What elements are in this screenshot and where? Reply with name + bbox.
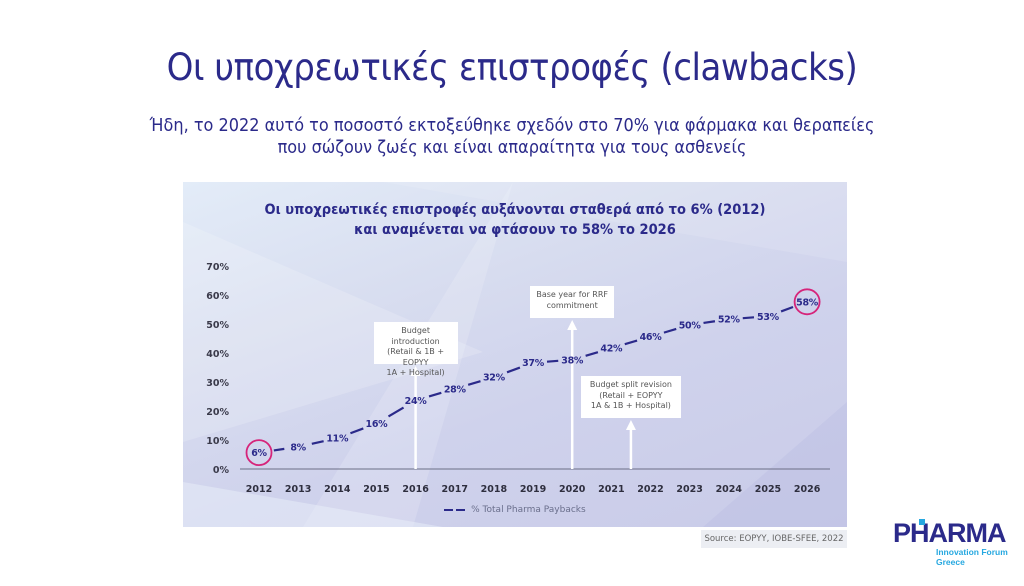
data-label: 8% xyxy=(290,442,306,453)
slide-title: Οι υποχρεωτικές επιστροφές (clawbacks) xyxy=(166,46,858,89)
legend-label: % Total Pharma Paybacks xyxy=(471,505,586,515)
annotation-text-line: commitment xyxy=(546,300,598,310)
annotation-text-line: (Retail & 1B + EOPYY xyxy=(387,347,445,367)
x-tick-label: 2018 xyxy=(481,484,508,495)
logo-square-icon xyxy=(919,519,925,525)
highlight-circle xyxy=(245,439,273,467)
legend-dash-icon xyxy=(444,508,454,511)
data-label: 24% xyxy=(405,396,428,407)
x-tick-label: 2012 xyxy=(246,484,272,495)
chart-title-line-1: Οι υποχρεωτικές επιστροφές αυξάνονται στ… xyxy=(264,202,766,218)
annotation-box: Budget split revision (Retail + EOPYY 1A &… xyxy=(580,376,681,418)
series-line-segment xyxy=(663,327,677,334)
legend-dash-icon xyxy=(456,508,466,511)
highlight-circle xyxy=(793,288,821,316)
chart-legend: % Total Pharma Paybacks xyxy=(183,505,847,515)
series-line-segment xyxy=(585,351,599,357)
chart-panel: Οι υποχρεωτικές επιστροφές αυξάνονται στ… xyxy=(183,182,847,527)
data-label: 50% xyxy=(679,321,702,332)
series-line-segment xyxy=(506,366,521,374)
annotation-text-line: Base year for RRF xyxy=(536,290,609,299)
annotation-text-line: 1A & 1B + Hospital) xyxy=(590,401,671,410)
annotation-arrow-head-icon xyxy=(625,420,636,430)
data-label: 52% xyxy=(718,315,741,326)
x-tick-label: 2016 xyxy=(402,484,429,495)
chart-title: Οι υποχρεωτικές επιστροφές αυξάνονται στ… xyxy=(216,200,814,240)
series-line-segment xyxy=(703,320,716,325)
data-label: 38% xyxy=(561,355,584,366)
data-label: 42% xyxy=(600,344,623,355)
series-line-segment xyxy=(387,406,405,418)
x-tick-label: 2019 xyxy=(520,484,546,495)
y-tick-label: 50% xyxy=(206,320,229,331)
x-tick-label: 2021 xyxy=(598,484,624,495)
data-label: 16% xyxy=(366,419,389,430)
x-tick-label: 2014 xyxy=(324,484,351,495)
y-tick-label: 30% xyxy=(206,378,229,389)
x-tick-label: 2017 xyxy=(442,484,468,495)
y-tick-label: 20% xyxy=(206,407,229,418)
series-line-segment xyxy=(428,391,442,398)
series-line-segment xyxy=(546,359,559,363)
x-tick-label: 2013 xyxy=(285,484,311,495)
pharma-logo: PHARMA Innovation Forum Greece xyxy=(893,518,1013,567)
y-tick-label: 70% xyxy=(206,262,229,273)
subtitle-line-1: Ήδη, το 2022 αυτό το ποσοστό εκτοξεύθηκε… xyxy=(149,116,875,136)
series-line-segment xyxy=(311,440,324,445)
slide-subtitle: Ήδη, το 2022 αυτό το ποσοστό εκτοξεύθηκε… xyxy=(41,115,983,159)
data-label: 6% xyxy=(251,448,267,459)
series-line-segment xyxy=(467,380,481,386)
series-line-segment xyxy=(624,339,638,346)
source-note: Source: EOPYY, IOBE-SFEE, 2022 xyxy=(701,530,847,548)
data-label: 53% xyxy=(757,312,780,323)
y-tick-label: 40% xyxy=(206,349,229,360)
x-tick-label: 2015 xyxy=(363,484,389,495)
series-line-segment xyxy=(350,427,364,435)
annotation-box: Budget introduction (Retail & 1B + EOPYY 1… xyxy=(373,322,458,377)
annotation-arrow-head-icon xyxy=(567,320,578,330)
data-label: 28% xyxy=(444,384,467,395)
annotation-arrow-head-icon xyxy=(410,366,421,376)
data-label: 32% xyxy=(483,373,506,384)
subtitle-line-2: που σώζουν ζωές και είναι απαραίτητα για… xyxy=(277,138,747,158)
series-line-segment xyxy=(273,447,285,452)
data-label: 37% xyxy=(522,358,545,369)
logo-wordmark: PHARMA xyxy=(893,518,1006,548)
series-line-segment xyxy=(780,305,794,313)
annotation-text-line: (Retail + EOPYY xyxy=(599,390,663,400)
x-tick-label: 2024 xyxy=(716,484,743,495)
logo-line-2: Greece xyxy=(936,557,965,567)
x-tick-label: 2023 xyxy=(676,484,702,495)
y-tick-label: 60% xyxy=(206,291,229,302)
y-tick-label: 0% xyxy=(213,465,230,476)
chart-title-line-2: και αναμένεται να φτάσουν το 58% το 2026 xyxy=(354,222,676,238)
x-tick-label: 2020 xyxy=(559,484,586,495)
annotation-text-line: Budget introduction xyxy=(391,326,440,346)
annotation-box: Base year for RRF commitment xyxy=(530,286,615,318)
data-label: 11% xyxy=(326,434,349,445)
logo-line-1: Innovation Forum xyxy=(936,547,1008,557)
annotation-text-line: Budget split revision xyxy=(589,380,672,389)
series-line-segment xyxy=(742,316,755,320)
x-tick-label: 2025 xyxy=(755,484,781,495)
x-tick-label: 2022 xyxy=(637,484,663,495)
data-label: 46% xyxy=(640,332,663,343)
data-label: 58% xyxy=(796,297,819,308)
line-chart: 0% 10% 20% 30% 40% 50% 60% 70% 2012 2013 2014 2015 2… xyxy=(206,262,830,495)
annotation-text-line: 1A + Hospital) xyxy=(386,368,445,377)
y-tick-label: 10% xyxy=(206,436,229,447)
x-tick-label: 2026 xyxy=(794,484,821,495)
